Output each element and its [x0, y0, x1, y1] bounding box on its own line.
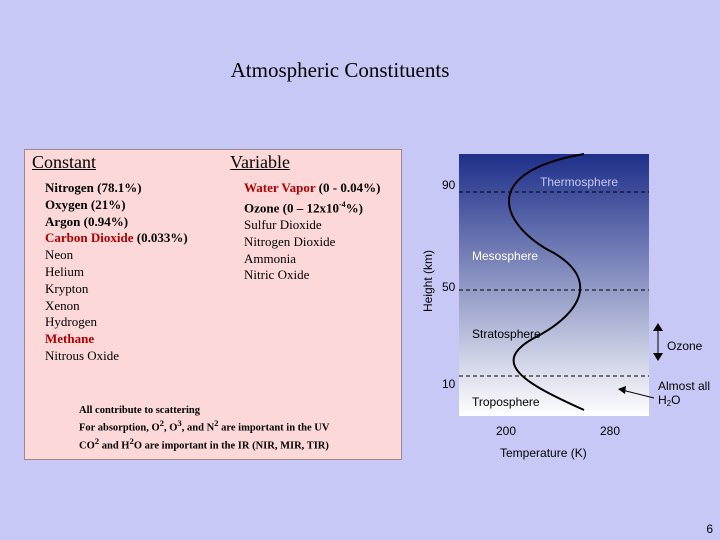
- x-tick-200: 200: [496, 424, 516, 438]
- ozone-arrow-icon: [653, 323, 663, 361]
- layer-troposphere: Troposphere: [472, 395, 540, 409]
- constant-item: Carbon Dioxide (0.033%): [45, 230, 188, 246]
- layer-mesosphere: Mesosphere: [472, 249, 538, 263]
- constant-list: Nitrogen (78.1%) Oxygen (21%) Argon (0.94%…: [45, 180, 188, 365]
- temperature-profile-curve: [508, 153, 585, 411]
- variable-heading: Variable: [230, 152, 290, 172]
- variable-item: Water Vapor (0 - 0.04%): [244, 180, 381, 195]
- y-axis-label: Height (km): [421, 250, 435, 312]
- constant-item: Xenon: [45, 297, 80, 313]
- constant-item: Methane: [45, 331, 95, 347]
- page-number: 6: [706, 522, 713, 536]
- ozone-label: Ozone: [667, 339, 703, 353]
- y-tick-10: 10: [442, 377, 456, 391]
- constant-item: Neon: [45, 247, 74, 263]
- atmosphere-gradient-box: [459, 154, 649, 416]
- h2o-label: H2O: [658, 393, 680, 408]
- constant-item: Helium: [45, 263, 84, 279]
- h2o-arrow-icon: [618, 386, 655, 399]
- y-tick-90: 90: [442, 178, 456, 192]
- y-tick-50: 50: [442, 280, 456, 294]
- x-tick-280: 280: [600, 424, 620, 438]
- constant-item: Oxygen (21%): [45, 196, 126, 212]
- note-uv: For absorption, O2, O3, and N2 are impor…: [79, 418, 330, 434]
- constant-item: Nitrous Oxide: [45, 347, 120, 363]
- constituents-panel: Constant Variable Nitrogen (78.1%) Oxygen…: [24, 149, 402, 460]
- x-axis-label: Temperature (K): [500, 446, 587, 460]
- constant-item: Nitrogen (78.1%): [45, 180, 142, 195]
- constant-item: Argon (0.94%): [45, 213, 129, 229]
- constant-item: Krypton: [45, 280, 89, 296]
- absorption-notes: All contribute to scattering For absorpt…: [79, 404, 329, 452]
- constant-heading: Constant: [32, 152, 97, 172]
- variable-item: Ozone (0 – 12x10-4%): [244, 199, 363, 216]
- constant-item: Hydrogen: [45, 314, 97, 330]
- variable-item: Nitrogen Dioxide: [244, 233, 336, 249]
- note-scattering: All contribute to scattering: [79, 405, 201, 416]
- layer-thermosphere: Thermosphere: [540, 175, 618, 189]
- almost-all-label: Almost all: [658, 379, 710, 393]
- atmosphere-temperature-figure: 90 50 10 Height (km) Thermosphere Mesosp…: [421, 153, 710, 460]
- layer-stratosphere: Stratosphere: [472, 327, 541, 341]
- note-ir: CO2 and H2O are important in the IR (NIR…: [79, 435, 329, 452]
- variable-item: Nitric Oxide: [244, 267, 310, 283]
- variable-list: Water Vapor (0 - 0.04%) Ozone (0 – 12x10-…: [244, 180, 380, 284]
- slide-title: Atmospheric Constituents: [230, 58, 450, 82]
- variable-item: Ammonia: [244, 250, 296, 266]
- variable-item: Sulfur Dioxide: [244, 216, 322, 232]
